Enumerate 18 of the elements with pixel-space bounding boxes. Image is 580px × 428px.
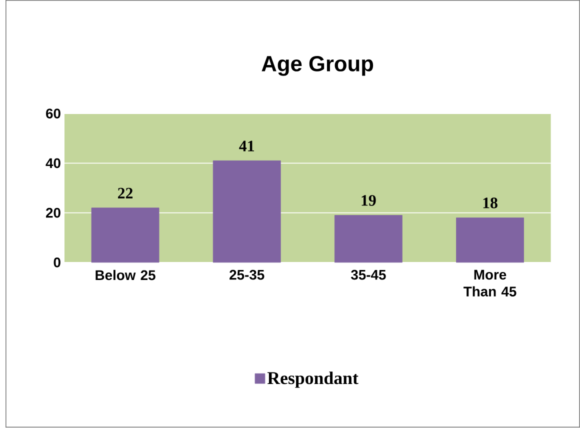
data-label: 41 — [239, 140, 254, 152]
data-label: 22 — [118, 188, 133, 199]
data-label: 19 — [362, 195, 376, 206]
y-tick-label: 60 — [46, 108, 60, 119]
bar — [91, 208, 160, 263]
x-tick-label: 25-35 — [230, 270, 264, 280]
y-tick-label: 0 — [54, 258, 60, 268]
x-tick-label: More Than 45 — [464, 270, 516, 297]
bar — [212, 160, 281, 263]
y-tick-label: 40 — [46, 158, 60, 168]
bar — [334, 215, 402, 263]
data-label: 18 — [483, 198, 498, 208]
bar — [456, 218, 524, 263]
chart-title: Age Group — [262, 56, 374, 76]
legend-label: Respondant — [267, 372, 358, 388]
y-tick-label: 20 — [46, 208, 60, 218]
x-tick-label: Below 25 — [96, 270, 156, 280]
x-tick-label: 35-45 — [350, 270, 386, 280]
